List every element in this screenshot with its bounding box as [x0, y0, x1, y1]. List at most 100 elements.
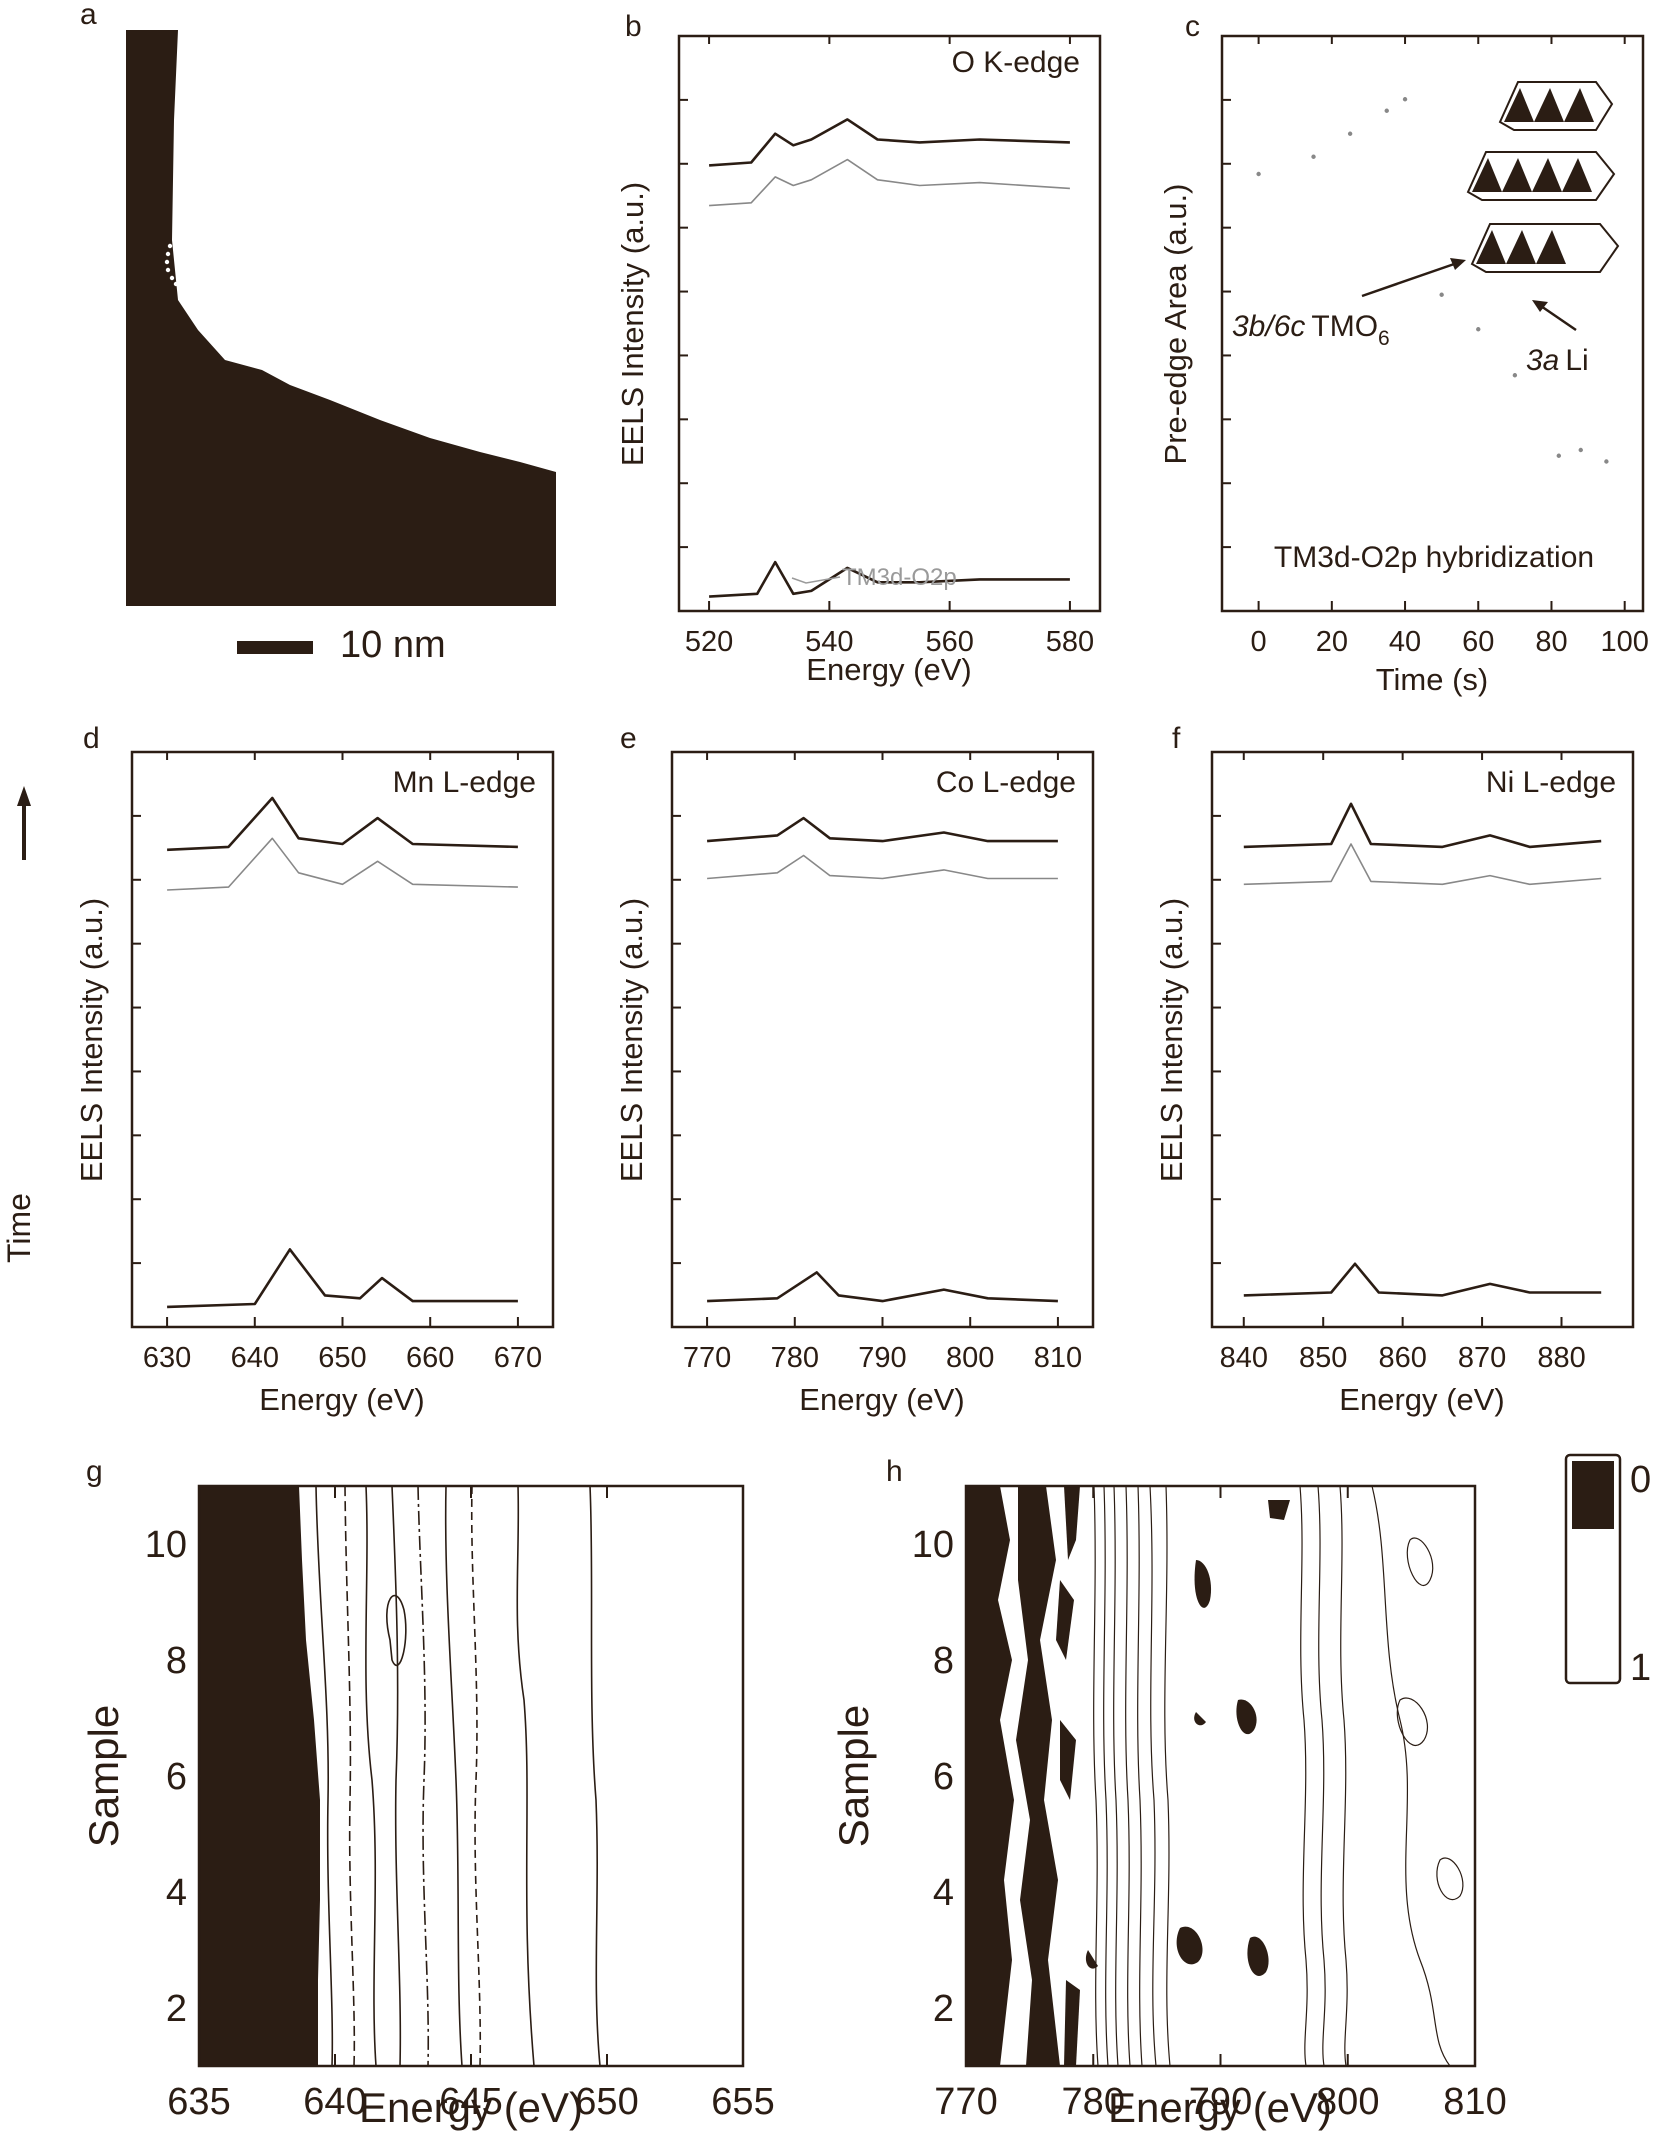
annotation-e: Co L-edge	[936, 766, 1076, 799]
x-tick-label: 80	[1535, 626, 1567, 658]
x-tick-label: 655	[711, 2081, 774, 2123]
y-axis-label-e: EELS Intensity (a.u.)	[614, 898, 649, 1182]
octahedra-illustration	[1361, 81, 1620, 332]
y-axis-label-d: EELS Intensity (a.u.)	[74, 898, 109, 1182]
x-axis-label-f: Energy (eV)	[1339, 1382, 1504, 1417]
stem-image	[126, 30, 556, 606]
annotation-b: O K-edge	[952, 46, 1080, 79]
x-tick-label: 640	[231, 1342, 279, 1374]
x-tick-label: 840	[1220, 1342, 1268, 1374]
x-axis-label-d: Energy (eV)	[259, 1382, 424, 1417]
spectrum-line	[707, 854, 1058, 880]
axes-d	[130, 750, 555, 1329]
x-tick-label: 60	[1462, 626, 1494, 658]
x-axis-label-g: Energy (eV)	[359, 2084, 583, 2131]
label-tmo6-sub: 6	[1378, 327, 1390, 350]
contour-region-dark-h	[966, 1486, 1290, 2066]
label-tmo6-italic: 3b/6c	[1232, 310, 1305, 343]
time-axis-label: Time	[1, 1193, 37, 1263]
pre-peak-label: TM3d-O2p	[842, 564, 957, 591]
annotation-d: Mn L-edge	[393, 766, 536, 799]
y-tick-label: 8	[933, 1640, 954, 1682]
spectrum-line	[167, 796, 518, 852]
colorbar-top-label: 0	[1630, 1459, 1651, 1501]
spectrum-line	[167, 837, 518, 891]
marks-c: 0 20 40 60 80 100	[1222, 36, 1649, 658]
spectrum-line	[707, 1271, 1058, 1303]
y-axis-label-b: EELS Intensity (a.u.)	[615, 182, 650, 466]
data-point	[1556, 453, 1562, 458]
x-tick-label: 790	[858, 1342, 906, 1374]
x-axis-label-h: Energy (eV)	[1108, 2084, 1332, 2131]
panel-c-label: c	[1185, 10, 1200, 43]
x-tick-label: 100	[1601, 626, 1649, 658]
data-point	[1347, 131, 1353, 136]
time-indicator: Time	[1, 786, 37, 1263]
y-axis-label-f: EELS Intensity (a.u.)	[1154, 898, 1189, 1182]
x-tick-label: 780	[771, 1342, 819, 1374]
colorbar-dark-segment	[1572, 1461, 1614, 1529]
colorbar-bottom-label: 1	[1630, 1647, 1651, 1689]
x-tick-label: 560	[925, 626, 973, 658]
panel-d: d 630 640 650 660 670 Energy (eV) EELS Inten…	[74, 722, 555, 1417]
marks-f: 840 850 860 870 880	[1212, 752, 1602, 1374]
panel-e-label: e	[620, 722, 637, 755]
x-tick-label: 860	[1378, 1342, 1426, 1374]
x-tick-label: 870	[1458, 1342, 1506, 1374]
panel-a-label: a	[80, 0, 97, 31]
panel-a: a 10 nm	[80, 0, 556, 666]
panel-g: g 635 640 645 650 655 2 4 6 8 10 Energy (eV) Samp…	[80, 1455, 775, 2131]
label-li: 3a Li	[1526, 344, 1589, 377]
scale-bar-label: 10 nm	[340, 624, 446, 666]
label-tmo6-main: TMO	[1311, 310, 1378, 343]
data-point	[1311, 154, 1316, 159]
x-tick-label: 780	[1062, 2081, 1125, 2123]
y-tick-label: 4	[933, 1872, 954, 1914]
y-tick-label: 6	[166, 1756, 187, 1798]
data-point	[1439, 292, 1444, 297]
x-tick-label: 40	[1389, 626, 1421, 658]
panel-e: e 770 780 790 800 810 Energy (eV) EELS Inten…	[614, 722, 1095, 1417]
panel-b-label: b	[625, 10, 642, 43]
x-tick-label: 650	[575, 2081, 638, 2123]
x-tick-label: 810	[1034, 1342, 1082, 1374]
panel-f-label: f	[1172, 722, 1181, 755]
y-tick-label: 2	[166, 1988, 187, 2030]
marks-g: 635 640 645 650 655 2 4 6 8 10	[145, 1486, 775, 2123]
x-tick-label: 660	[406, 1342, 454, 1374]
dotted-marker	[164, 243, 182, 287]
x-tick-label: 20	[1316, 626, 1348, 658]
x-tick-label: 0	[1251, 626, 1267, 658]
label-li-italic: 3a	[1526, 344, 1559, 377]
spectrum-line	[1243, 1262, 1602, 1297]
data-point	[1256, 171, 1261, 177]
x-axis-label-b: Energy (eV)	[806, 652, 971, 687]
spectrum-line	[1243, 802, 1602, 849]
data-point	[1512, 373, 1518, 378]
annotation-f: Ni L-edge	[1486, 766, 1616, 799]
x-tick-label: 540	[805, 626, 853, 658]
panel-h: h	[830, 1455, 1507, 2131]
x-axis-label-c: Time (s)	[1376, 662, 1489, 697]
y-tick-label: 4	[166, 1872, 187, 1914]
contour-lines-h	[1093, 1485, 1464, 2067]
annotation-c: TM3d-O2p hybridization	[1274, 541, 1594, 574]
label-tmo6: 3b/6c TMO6	[1232, 310, 1390, 350]
x-tick-label: 770	[934, 2081, 997, 2123]
axes-c	[1220, 34, 1645, 613]
spectrum-line	[1243, 843, 1602, 886]
x-tick-label: 800	[946, 1342, 994, 1374]
marks-d: 630 640 650 660 670	[132, 752, 542, 1374]
x-tick-label: 650	[318, 1342, 366, 1374]
y-tick-label: 10	[912, 1524, 954, 1566]
spectrum-line	[706, 816, 1058, 843]
x-tick-label: 800	[1316, 2081, 1379, 2123]
x-tick-label: 630	[143, 1342, 191, 1374]
data-point	[1578, 447, 1583, 453]
data-point	[1604, 459, 1609, 464]
x-tick-label: 850	[1299, 1342, 1347, 1374]
data-point	[1402, 97, 1408, 102]
panel-b: b 520 540 560 580 Energy (eV) EELS Intensit…	[615, 10, 1102, 687]
scale-bar	[237, 641, 313, 654]
